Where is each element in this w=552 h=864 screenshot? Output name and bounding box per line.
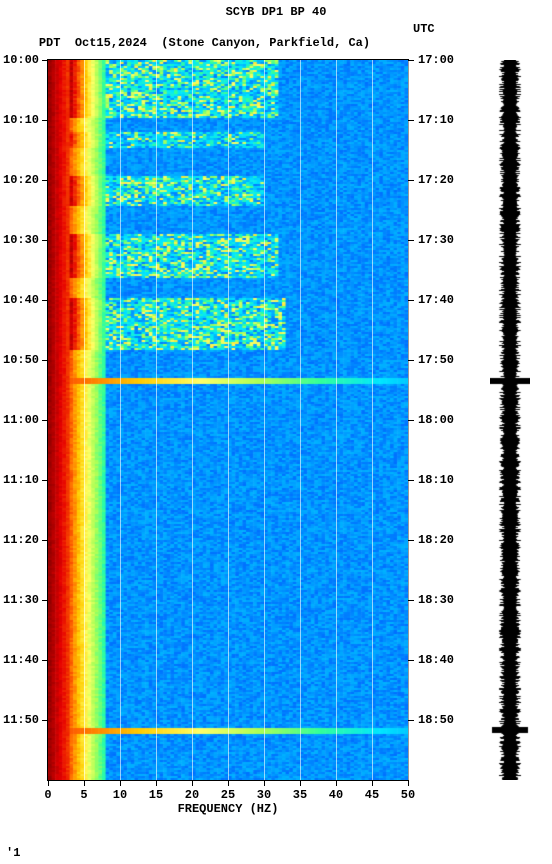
left-tick-mark — [42, 120, 48, 121]
left-tick-label: 10:40 — [3, 293, 39, 307]
right-tick-label: 18:50 — [418, 713, 454, 727]
right-tick-label: 17:20 — [418, 173, 454, 187]
right-tick-label: 18:40 — [418, 653, 454, 667]
right-tick-mark — [408, 420, 414, 421]
x-tick-mark — [336, 780, 337, 786]
left-tick-label: 11:40 — [3, 653, 39, 667]
left-tick-mark — [42, 720, 48, 721]
x-tick-mark — [120, 780, 121, 786]
left-tz: PDT — [39, 36, 61, 50]
left-tick-mark — [42, 420, 48, 421]
right-tick-label: 18:30 — [418, 593, 454, 607]
x-tick-label: 35 — [290, 788, 310, 802]
x-tick-mark — [264, 780, 265, 786]
left-tick-label: 10:10 — [3, 113, 39, 127]
x-tick-mark — [192, 780, 193, 786]
x-tick-label: 0 — [38, 788, 58, 802]
gridline-vertical — [120, 60, 121, 780]
gridline-vertical — [264, 60, 265, 780]
right-tick-mark — [408, 660, 414, 661]
chart-title: SCYB DP1 BP 40 — [0, 5, 552, 19]
right-tick-label: 17:30 — [418, 233, 454, 247]
right-tick-mark — [408, 120, 414, 121]
x-tick-mark — [300, 780, 301, 786]
left-tick-mark — [42, 360, 48, 361]
right-tick-mark — [408, 360, 414, 361]
left-tick-label: 10:20 — [3, 173, 39, 187]
frequency-axis-title: FREQUENCY (HZ) — [48, 802, 408, 816]
left-tick-label: 11:20 — [3, 533, 39, 547]
spectrogram-plot — [48, 60, 408, 780]
x-tick-mark — [408, 780, 409, 786]
x-tick-label: 10 — [110, 788, 130, 802]
left-tick-mark — [42, 600, 48, 601]
gridline-vertical — [228, 60, 229, 780]
date-text: Oct15,2024 — [75, 36, 147, 50]
x-tick-label: 15 — [146, 788, 166, 802]
subtitle-left: PDT Oct15,2024 (Stone Canyon, Parkfield,… — [10, 22, 370, 64]
left-tick-label: 11:30 — [3, 593, 39, 607]
right-tick-mark — [408, 60, 414, 61]
right-tick-label: 17:40 — [418, 293, 454, 307]
right-tick-label: 17:00 — [418, 53, 454, 67]
left-tick-label: 10:00 — [3, 53, 39, 67]
left-tick-label: 11:10 — [3, 473, 39, 487]
left-tick-mark — [42, 180, 48, 181]
right-tick-label: 18:20 — [418, 533, 454, 547]
gridline-vertical — [300, 60, 301, 780]
right-tick-mark — [408, 240, 414, 241]
right-tick-mark — [408, 300, 414, 301]
left-tick-label: 11:00 — [3, 413, 39, 427]
right-tz: UTC — [413, 22, 435, 36]
left-tick-mark — [42, 240, 48, 241]
right-tick-mark — [408, 180, 414, 181]
x-tick-label: 5 — [74, 788, 94, 802]
gridline-vertical — [192, 60, 193, 780]
location-text: (Stone Canyon, Parkfield, Ca) — [161, 36, 370, 50]
right-tick-mark — [408, 540, 414, 541]
left-tick-label: 10:50 — [3, 353, 39, 367]
x-tick-label: 30 — [254, 788, 274, 802]
right-tick-label: 18:00 — [418, 413, 454, 427]
footer-mark: '1 — [6, 846, 20, 860]
x-tick-mark — [48, 780, 49, 786]
gridline-vertical — [156, 60, 157, 780]
left-tick-mark — [42, 300, 48, 301]
x-tick-label: 20 — [182, 788, 202, 802]
left-tick-mark — [42, 60, 48, 61]
left-tick-mark — [42, 660, 48, 661]
x-tick-label: 45 — [362, 788, 382, 802]
waveform-plot — [490, 60, 530, 780]
left-tick-label: 10:30 — [3, 233, 39, 247]
x-tick-mark — [372, 780, 373, 786]
left-tick-label: 11:50 — [3, 713, 39, 727]
right-tick-label: 18:10 — [418, 473, 454, 487]
right-tick-label: 17:10 — [418, 113, 454, 127]
right-tick-label: 17:50 — [418, 353, 454, 367]
x-tick-label: 50 — [398, 788, 418, 802]
left-tick-mark — [42, 540, 48, 541]
right-tick-mark — [408, 600, 414, 601]
x-tick-mark — [156, 780, 157, 786]
x-tick-mark — [228, 780, 229, 786]
right-tick-mark — [408, 480, 414, 481]
x-tick-label: 40 — [326, 788, 346, 802]
x-tick-mark — [84, 780, 85, 786]
x-tick-label: 25 — [218, 788, 238, 802]
gridline-vertical — [336, 60, 337, 780]
gridline-vertical — [372, 60, 373, 780]
gridline-vertical — [84, 60, 85, 780]
left-tick-mark — [42, 480, 48, 481]
right-tick-mark — [408, 720, 414, 721]
